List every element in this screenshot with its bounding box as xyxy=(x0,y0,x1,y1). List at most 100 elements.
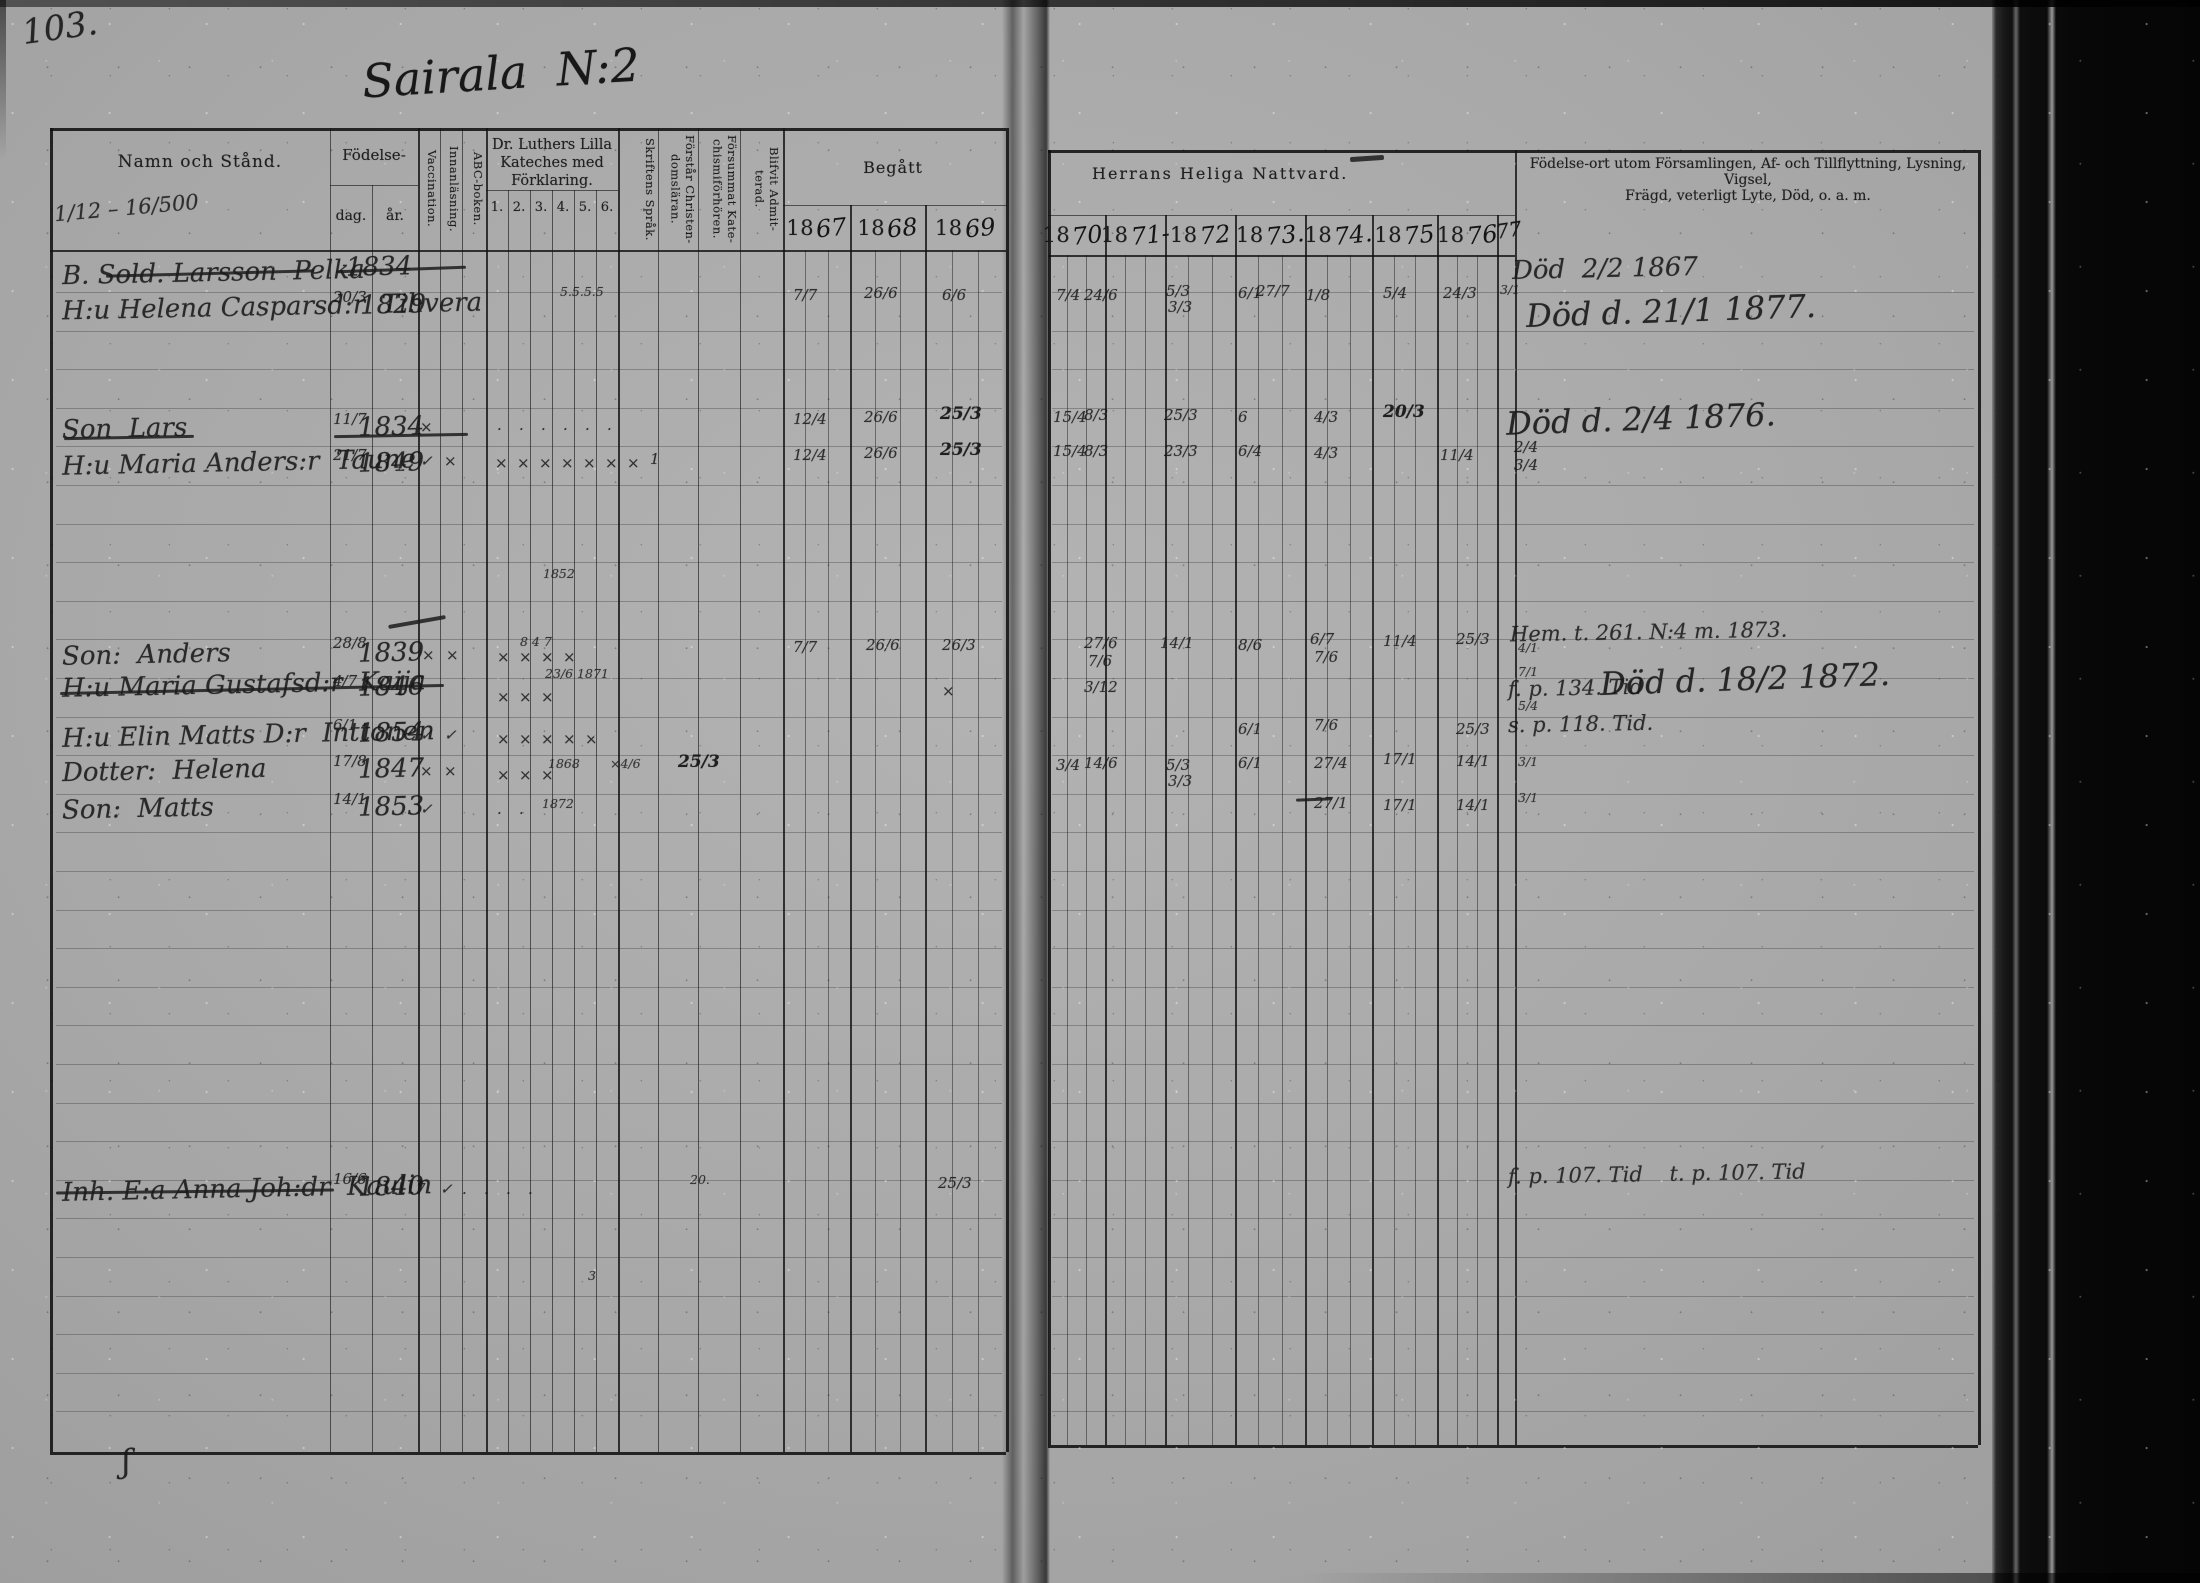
ink-mark: 6/4 xyxy=(1238,442,1263,460)
ink-mark: 1868 xyxy=(548,756,580,771)
ruled-line xyxy=(56,601,1002,602)
handwritten-entry: ʃ xyxy=(121,1441,132,1481)
header-vaccination: Vaccination. xyxy=(425,150,439,228)
ruled-line xyxy=(56,292,1002,293)
year-printed-part: 18 xyxy=(857,216,886,240)
ink-mark: 12/4 xyxy=(793,446,827,464)
year-printed-part: 18 xyxy=(1374,222,1403,247)
year-handwritten-part: 73. xyxy=(1264,218,1306,251)
ruled-line xyxy=(56,1025,1002,1026)
table-line xyxy=(1394,255,1395,1445)
table-line xyxy=(1067,255,1068,1445)
ink-mark: 3/4 xyxy=(1514,456,1539,474)
ink-mark: 5/3 xyxy=(1166,282,1191,300)
ruled-line xyxy=(1052,1334,1974,1335)
ruled-line xyxy=(56,639,1002,640)
ruled-line xyxy=(1052,1025,1974,1026)
header-skriftens-sprak: Skriftens Språk. xyxy=(643,137,657,241)
ink-mark: × xyxy=(583,454,596,472)
ink-mark: 14/1 xyxy=(1160,634,1194,652)
ink-mark: 15/4 xyxy=(1053,442,1087,460)
ink-mark: 25/3 xyxy=(1456,630,1490,648)
table-line xyxy=(50,128,1006,131)
ruled-line xyxy=(1052,1373,1974,1374)
table-line xyxy=(1048,1445,1978,1448)
ruled-line xyxy=(1052,987,1974,988)
ruled-line xyxy=(1052,1296,1974,1297)
ink-mark: × xyxy=(563,730,576,748)
table-line xyxy=(50,128,53,1452)
ruled-line xyxy=(56,1141,1002,1142)
catechism-col-6: 6. xyxy=(600,200,614,215)
scan-edge-left xyxy=(0,0,6,160)
ink-mark: 27/6 xyxy=(1084,634,1118,652)
handwritten-entry: 1853 xyxy=(357,791,425,823)
ruled-line xyxy=(1052,678,1974,679)
table-line xyxy=(1978,150,1981,1445)
ruled-line xyxy=(56,755,1002,756)
ink-mark: · xyxy=(497,420,502,438)
ink-mark: 7/6 xyxy=(1314,648,1339,666)
ink-mark: × xyxy=(627,454,640,472)
ruled-line xyxy=(56,1218,1002,1219)
table-line xyxy=(1105,215,1107,1445)
ink-mark: 3/4 xyxy=(1056,756,1081,774)
table-line xyxy=(1372,215,1374,1445)
year-label-1868: 18 68 xyxy=(850,206,925,250)
ink-mark: 20. xyxy=(690,1172,710,1187)
ink-mark: 25/3 xyxy=(1164,406,1198,424)
ink-mark: ✓ xyxy=(420,800,433,818)
handwritten-entry: 1829 xyxy=(359,289,427,321)
ink-mark: 6/1 xyxy=(1238,754,1263,772)
header-annotation-line1: Födelse-ort utom Församlingen, Af- och T… xyxy=(1529,156,1967,188)
year-label-1869: 18 69 xyxy=(925,206,1005,250)
table-line xyxy=(783,205,1006,206)
table-line xyxy=(1515,150,1517,1445)
header-birth: Födelse- xyxy=(342,146,406,164)
ink-mark: 26/6 xyxy=(866,636,900,654)
table-line xyxy=(1125,255,1126,1445)
header-blifvit-admitterad: Blifvit Admit-terad. xyxy=(752,146,781,232)
ink-mark: · xyxy=(462,1184,467,1202)
ruled-line xyxy=(1052,1103,1974,1104)
ruled-line xyxy=(56,1180,1002,1181)
handwritten-entry: Son: Anders xyxy=(61,638,232,672)
ink-mark: 8/3 xyxy=(1084,406,1109,424)
page-stack-edge xyxy=(1992,0,2200,1583)
ink-mark: 3/12 xyxy=(1084,678,1118,696)
handwritten-entry: 1839 xyxy=(357,637,425,669)
ruled-line xyxy=(1052,832,1974,833)
table-line xyxy=(875,250,876,1452)
ink-mark: · xyxy=(519,804,524,822)
table-line xyxy=(1048,215,1515,216)
ink-mark: × xyxy=(422,646,435,664)
year-printed-part: 18 xyxy=(1169,222,1198,247)
table-line xyxy=(508,190,509,1452)
table-line xyxy=(1258,255,1259,1445)
handwritten-entry: 1834 xyxy=(357,411,425,443)
table-line xyxy=(1235,215,1237,1445)
year-handwritten-part: 67 xyxy=(814,212,849,244)
table-line xyxy=(1282,255,1283,1445)
strike-through-stroke xyxy=(388,614,446,630)
table-line xyxy=(1457,255,1458,1445)
ink-mark: · xyxy=(585,420,590,438)
table-line xyxy=(552,190,553,1452)
year-label-1874: 18 74. xyxy=(1305,214,1374,255)
table-line xyxy=(805,250,806,1452)
ink-mark: × xyxy=(541,688,554,706)
year-label-1875: 18 75 xyxy=(1372,214,1437,255)
catechism-col-5: 5. xyxy=(578,200,592,215)
ink-mark: 23/6 1871 xyxy=(545,666,609,681)
table-line xyxy=(1497,215,1499,1445)
ink-mark: 4/3 xyxy=(1314,444,1339,462)
table-line xyxy=(1415,255,1416,1445)
ruled-line xyxy=(56,1411,1002,1412)
ruled-line xyxy=(56,1373,1002,1374)
ruled-line xyxy=(1052,446,1974,447)
ink-mark: 2/4 xyxy=(1514,438,1539,456)
year-handwritten-part: 75 xyxy=(1402,218,1437,251)
catechism-col-4: 4. xyxy=(556,200,570,215)
handwritten-entry: Död d. 21/1 1877. xyxy=(1525,286,1817,336)
handwritten-entry: s. p. 118. Tid. xyxy=(1507,710,1654,738)
